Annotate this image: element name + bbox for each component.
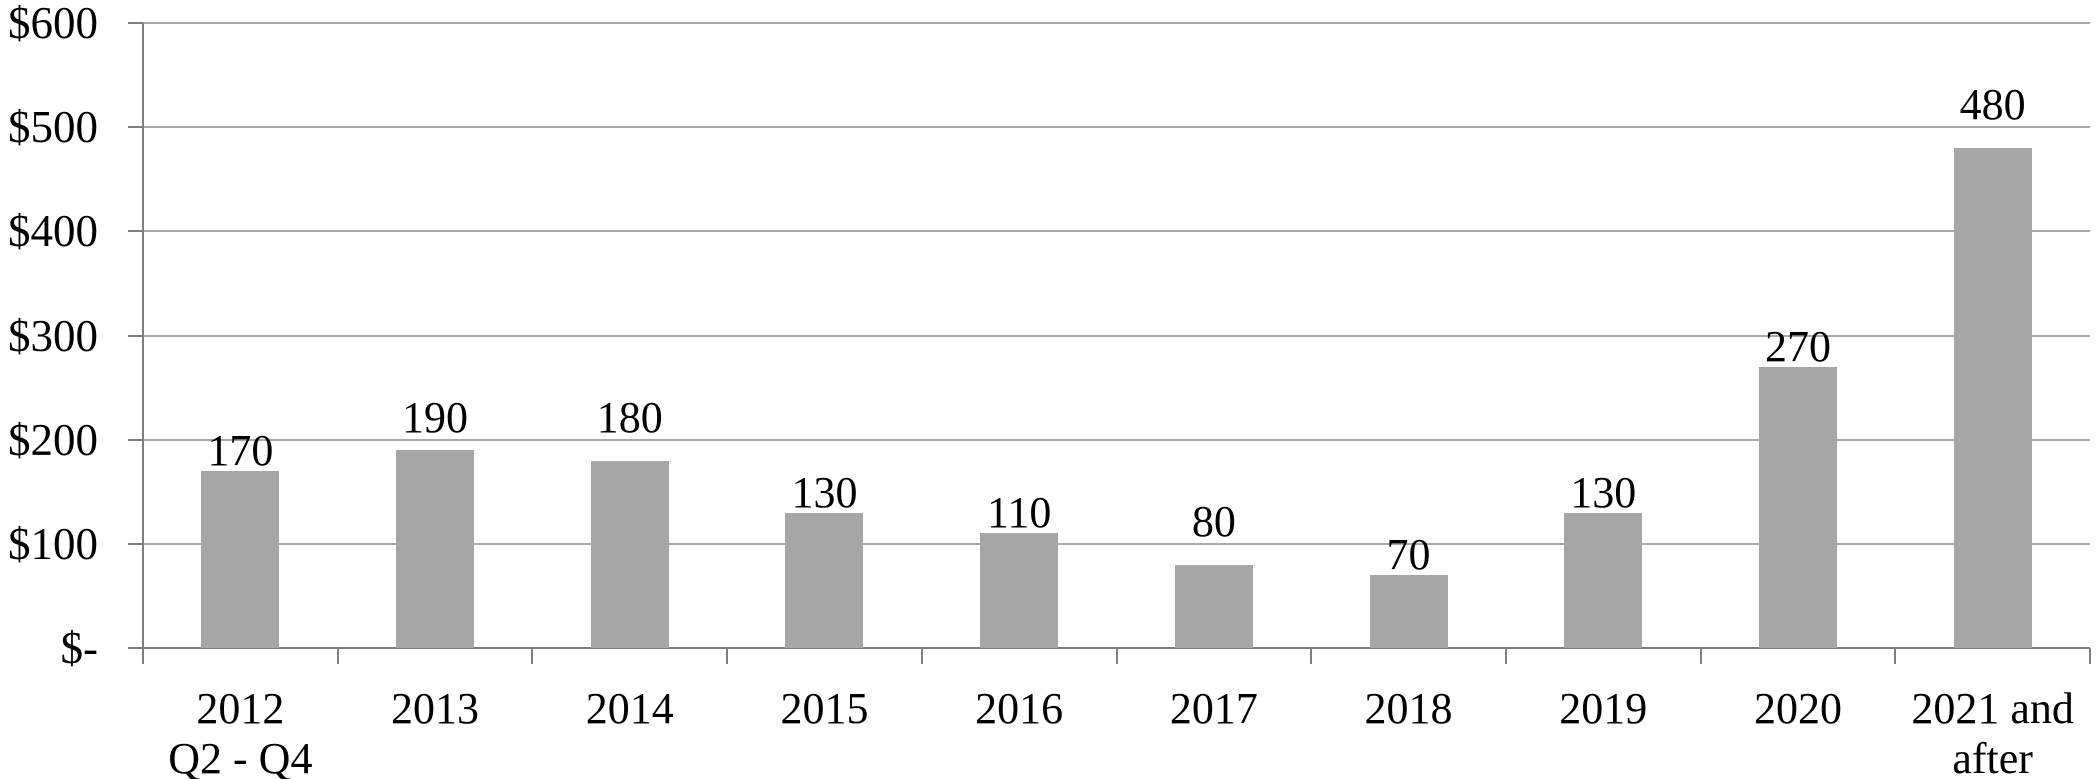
y-tick-mark: [128, 126, 143, 129]
y-tick-mark: [128, 542, 143, 545]
x-category-label-line: 2020: [1753, 684, 1842, 733]
gridline: [143, 22, 2090, 24]
y-tick-mark: [128, 438, 143, 441]
y-tick-label: $300: [8, 310, 98, 361]
gridline: [143, 438, 2090, 441]
y-tick-label: $400: [8, 206, 98, 257]
x-axis-line: [128, 647, 2090, 649]
y-axis-line: [142, 23, 144, 648]
bar: [1564, 512, 1643, 648]
x-category-label: 2019: [1476, 684, 1731, 734]
bar-value-label: 110: [986, 488, 1052, 538]
x-category-label-line: 2018: [1364, 684, 1453, 733]
gridline: [143, 542, 2090, 545]
bar-value-label: 130: [1570, 467, 1637, 517]
y-tick-mark: [128, 22, 143, 24]
x-category-label-line: 2015: [780, 684, 869, 733]
y-tick-label: $500: [8, 102, 98, 153]
bar: [590, 460, 669, 648]
x-category-label: 2017: [1087, 684, 1342, 734]
gridline: [143, 126, 2090, 129]
bar: [396, 450, 475, 648]
x-category-label-line: 2016: [975, 684, 1064, 733]
x-tick-mark: [142, 648, 144, 664]
x-tick-mark: [726, 648, 729, 664]
x-category-label-line: 2021 and: [1911, 684, 2074, 733]
bar-value-label: 180: [596, 392, 663, 442]
x-tick-mark: [1310, 648, 1313, 664]
bar-value-label: 170: [207, 425, 274, 475]
y-tick-label: $-: [60, 623, 99, 673]
x-tick-mark: [336, 648, 339, 664]
bar: [1758, 366, 1837, 648]
gridline: [143, 334, 2090, 337]
x-category-label: 2015: [697, 684, 952, 734]
gridline: [143, 230, 2090, 233]
x-category-label-line: after: [1952, 734, 2033, 779]
x-category-label: 2012 Q2 - Q4: [113, 684, 368, 779]
y-tick-mark: [128, 230, 143, 233]
bar: [785, 512, 864, 648]
bar: [1174, 564, 1253, 648]
x-category-label: 2021 and after: [1865, 684, 2100, 779]
y-tick-label: $600: [8, 0, 98, 48]
bar-value-label: 80: [1191, 496, 1236, 546]
bar-value-label: 190: [402, 392, 469, 442]
bar-value-label: 130: [791, 467, 858, 517]
x-category-label-line: 2014: [585, 684, 674, 733]
x-category-label-line: 2013: [391, 684, 480, 733]
x-tick-mark: [1115, 648, 1118, 664]
y-tick-label: $100: [8, 518, 98, 569]
bar: [1953, 148, 2032, 648]
x-category-label: 2016: [892, 684, 1147, 734]
x-category-label-line: 2012: [196, 684, 285, 733]
x-category-label: 2014: [502, 684, 757, 734]
bar: [980, 533, 1059, 648]
bar: [1369, 575, 1448, 648]
x-tick-mark: [1894, 648, 1897, 664]
y-tick-mark: [128, 334, 143, 337]
x-category-label: 2020: [1671, 684, 1926, 734]
x-category-label-line: Q2 - Q4: [168, 734, 313, 779]
x-category-label: 2018: [1281, 684, 1536, 734]
x-tick-mark: [531, 648, 534, 664]
x-tick-mark: [1699, 648, 1702, 664]
x-category-label-line: 2017: [1169, 684, 1258, 733]
bar: [201, 470, 280, 648]
x-tick-mark: [1504, 648, 1507, 664]
bar-value-label: 480: [1959, 80, 2026, 130]
x-tick-mark: [920, 648, 923, 664]
y-tick-label: $200: [8, 414, 98, 465]
x-tick-mark: [2089, 648, 2091, 664]
bar-value-label: 70: [1386, 530, 1431, 580]
x-category-label: 2013: [308, 684, 563, 734]
bar-value-label: 270: [1764, 321, 1831, 371]
x-category-label-line: 2019: [1559, 684, 1648, 733]
